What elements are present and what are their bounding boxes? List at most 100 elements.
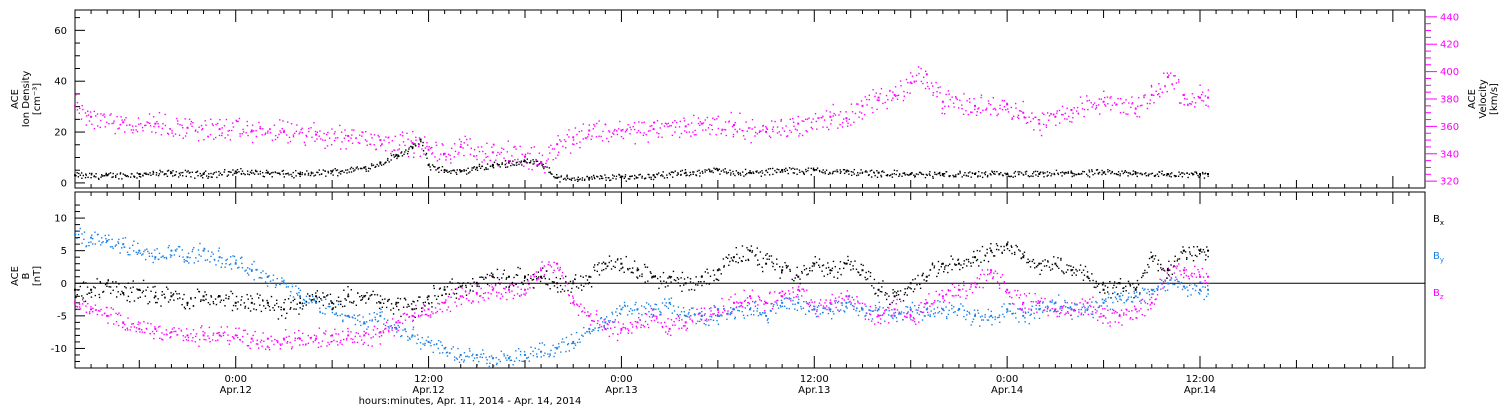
scatter-dot bbox=[1175, 276, 1177, 278]
scatter-dot bbox=[589, 332, 592, 335]
scatter-dot bbox=[834, 302, 837, 304]
scatter-dot bbox=[373, 325, 376, 328]
scatter-dot bbox=[1204, 95, 1207, 97]
scatter-dot bbox=[236, 120, 238, 123]
scatter-dot bbox=[473, 148, 476, 151]
scatter-dot bbox=[357, 315, 359, 317]
scatter-dot bbox=[215, 264, 217, 266]
scatter-dot bbox=[689, 278, 692, 280]
scatter-dot bbox=[801, 170, 803, 173]
scatter-dot bbox=[242, 131, 245, 133]
scatter-dot bbox=[245, 132, 247, 134]
left-tick-label: 0 bbox=[61, 279, 67, 290]
scatter-dot bbox=[424, 136, 426, 138]
data-point-11 bbox=[395, 153, 398, 156]
scatter-dot bbox=[891, 314, 893, 316]
scatter-dot bbox=[290, 173, 292, 176]
scatter-dot bbox=[584, 178, 586, 181]
scatter-dot bbox=[947, 90, 950, 92]
scatter-dot bbox=[281, 314, 283, 317]
scatter-dot bbox=[637, 130, 640, 132]
scatter-dot bbox=[305, 300, 307, 303]
scatter-dot bbox=[545, 270, 548, 272]
scatter-dot bbox=[424, 313, 427, 316]
scatter-dot bbox=[834, 297, 837, 299]
scatter-dot bbox=[225, 297, 227, 300]
scatter-dot bbox=[672, 305, 675, 307]
scatter-dot bbox=[788, 167, 791, 169]
scatter-dot bbox=[327, 172, 330, 174]
scatter-dot bbox=[424, 342, 426, 345]
scatter-dot bbox=[888, 322, 890, 324]
scatter-dot bbox=[666, 174, 668, 176]
data-point-27 bbox=[797, 122, 800, 125]
scatter-dot bbox=[341, 343, 343, 346]
scatter-dot bbox=[886, 174, 889, 176]
scatter-dot bbox=[491, 275, 493, 277]
scatter-dot bbox=[962, 305, 964, 307]
scatter-dot bbox=[1172, 266, 1175, 268]
scatter-dot bbox=[1117, 173, 1119, 176]
scatter-dot bbox=[111, 238, 113, 241]
scatter-dot bbox=[626, 305, 629, 307]
scatter-dot bbox=[92, 237, 94, 240]
scatter-dot bbox=[889, 175, 891, 177]
scatter-dot bbox=[924, 176, 927, 179]
scatter-dot bbox=[877, 321, 879, 324]
scatter-dot bbox=[1064, 112, 1066, 115]
scatter-dot bbox=[84, 173, 87, 175]
scatter-dot bbox=[1001, 108, 1004, 111]
scatter-dot bbox=[571, 342, 573, 345]
scatter-dot bbox=[1122, 111, 1125, 114]
scatter-dot bbox=[856, 296, 858, 298]
scatter-dot bbox=[347, 330, 349, 333]
scatter-dot bbox=[1129, 172, 1131, 174]
scatter-dot bbox=[135, 129, 137, 131]
scatter-dot bbox=[285, 173, 287, 175]
scatter-dot bbox=[623, 177, 626, 180]
scatter-dot bbox=[115, 244, 117, 246]
scatter-dot bbox=[309, 295, 311, 297]
scatter-dot bbox=[1074, 309, 1076, 312]
scatter-dot bbox=[787, 172, 789, 175]
scatter-dot bbox=[110, 292, 112, 295]
scatter-dot bbox=[594, 269, 596, 272]
scatter-dot bbox=[566, 177, 569, 180]
scatter-dot bbox=[173, 330, 175, 333]
scatter-dot bbox=[226, 175, 228, 177]
scatter-dot bbox=[497, 282, 500, 284]
scatter-dot bbox=[864, 303, 866, 305]
scatter-dot bbox=[883, 312, 885, 314]
scatter-dot bbox=[730, 296, 732, 298]
scatter-dot bbox=[496, 154, 498, 157]
scatter-dot bbox=[839, 169, 841, 171]
scatter-dot bbox=[486, 163, 489, 165]
scatter-dot bbox=[126, 251, 129, 253]
scatter-dot bbox=[839, 309, 842, 311]
scatter-dot bbox=[663, 280, 665, 282]
scatter-dot bbox=[1179, 282, 1181, 285]
scatter-dot bbox=[353, 341, 356, 343]
scatter-dot bbox=[999, 104, 1001, 107]
scatter-dot bbox=[252, 334, 254, 337]
scatter-dot bbox=[562, 178, 565, 180]
scatter-dot bbox=[874, 95, 876, 98]
scatter-dot bbox=[783, 293, 785, 296]
scatter-dot bbox=[1110, 109, 1112, 111]
scatter-dot bbox=[164, 172, 166, 175]
scatter-dot bbox=[208, 326, 211, 329]
scatter-dot bbox=[608, 131, 611, 133]
scatter-dot bbox=[976, 283, 978, 285]
scatter-dot bbox=[537, 271, 540, 273]
scatter-dot bbox=[103, 312, 106, 315]
scatter-dot bbox=[1114, 291, 1116, 293]
scatter-dot bbox=[854, 303, 856, 305]
scatter-dot bbox=[79, 174, 82, 176]
data-point-26 bbox=[684, 171, 687, 174]
scatter-dot bbox=[918, 321, 920, 323]
scatter-dot bbox=[428, 146, 430, 148]
scatter-dot bbox=[574, 127, 577, 129]
scatter-dot bbox=[1033, 312, 1035, 315]
scatter-dot bbox=[1129, 318, 1131, 320]
data-point-4 bbox=[138, 288, 141, 291]
